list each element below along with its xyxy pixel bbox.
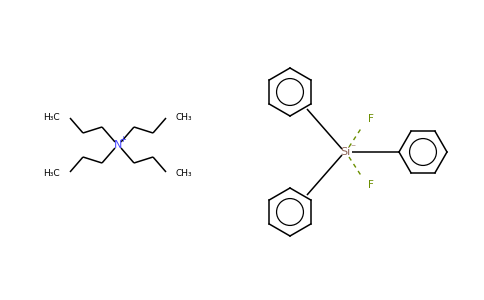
- Text: F: F: [368, 114, 374, 124]
- Text: H₃C: H₃C: [44, 169, 60, 178]
- Text: CH₃: CH₃: [176, 169, 193, 178]
- Text: N: N: [114, 140, 122, 150]
- Text: F: F: [368, 180, 374, 190]
- Text: +: +: [120, 136, 126, 145]
- Text: CH₃: CH₃: [176, 112, 193, 122]
- Text: H₃C: H₃C: [44, 112, 60, 122]
- Text: ⁻: ⁻: [350, 143, 356, 153]
- Text: Si: Si: [340, 147, 350, 157]
